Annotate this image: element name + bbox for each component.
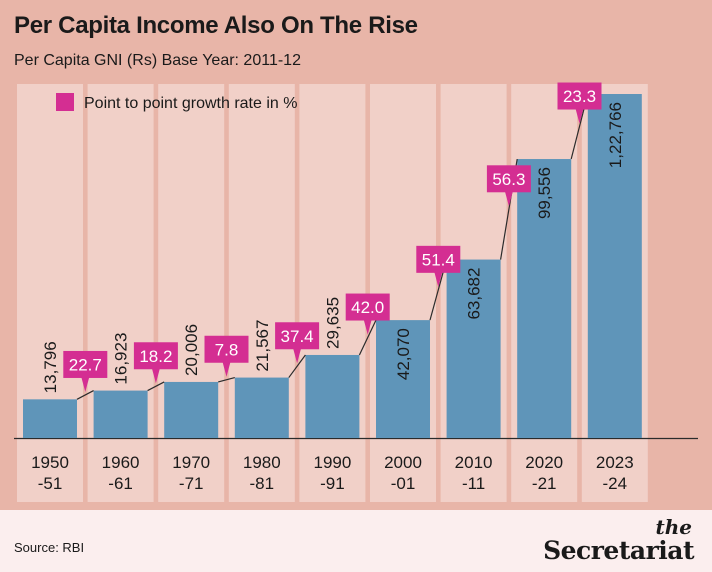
logo-the: the — [655, 515, 692, 539]
column-band — [17, 84, 83, 502]
x-tick-label-suffix: -21 — [532, 474, 557, 493]
growth-callout-box — [63, 350, 108, 378]
growth-callout-label: 42.0 — [351, 298, 384, 317]
bar-value-label: 99,556 — [535, 167, 554, 219]
x-tick-label-suffix: -71 — [179, 474, 204, 493]
bar-value-label: 29,635 — [323, 297, 342, 349]
x-tick-label-suffix: -51 — [38, 474, 63, 493]
column-band — [87, 84, 154, 502]
x-tick-label-year: 2020 — [525, 453, 563, 472]
column-band — [228, 84, 295, 502]
column-band — [158, 84, 225, 502]
bar — [517, 159, 572, 438]
x-tick-label-year: 1990 — [313, 453, 351, 472]
growth-callout-label: 56.3 — [492, 170, 525, 189]
growth-callout-box — [345, 293, 390, 321]
x-tick-label-suffix: -81 — [250, 474, 275, 493]
bar — [587, 94, 642, 438]
bar — [446, 259, 501, 438]
growth-callout-box — [416, 245, 461, 273]
growth-callout-label: 51.4 — [422, 250, 455, 269]
x-tick-label-year: 2023 — [596, 453, 634, 472]
x-tick-label-year: 1960 — [102, 453, 140, 472]
bar-chart: 13,796 16,923 20,006 21,567 29,635 42,070 63,6… — [14, 82, 698, 502]
x-tick-label-suffix: -01 — [391, 474, 416, 493]
growth-callout-pointer — [504, 191, 513, 207]
growth-callout-box — [557, 82, 602, 110]
trend-connector — [76, 390, 94, 400]
x-tick-label-suffix: -91 — [320, 474, 345, 493]
growth-callout-pointer — [222, 361, 231, 377]
bar — [23, 399, 77, 438]
chart-subtitle: Per Capita GNI (Rs) Base Year: 2011-12 — [14, 52, 301, 69]
bar-value-label: 20,006 — [182, 324, 201, 376]
trend-connector — [147, 381, 165, 392]
growth-callout-pointer — [293, 348, 302, 364]
growth-callout-pointer — [151, 368, 160, 384]
growth-callout-box — [204, 335, 249, 363]
x-tick-label-year: 2000 — [384, 453, 422, 472]
growth-callout-pointer — [434, 271, 443, 287]
growth-callout-box — [275, 322, 320, 350]
footer-bar — [0, 510, 712, 572]
x-tick-label-year: 1950 — [31, 453, 69, 472]
growth-callout-label: 7.8 — [215, 340, 239, 359]
brand-logo: the Secretariat — [543, 515, 694, 566]
growth-callout-label: 37.4 — [281, 327, 314, 346]
growth-callout-pointer — [81, 376, 90, 392]
source-note: Source: RBI — [14, 540, 85, 555]
column-band — [370, 84, 436, 502]
legend-label: Point to point growth rate in % — [84, 95, 297, 112]
bar — [305, 354, 360, 438]
x-tick-label-year: 1970 — [172, 453, 210, 472]
x-tick-label-suffix: -11 — [462, 474, 485, 493]
bar-value-label: 63,682 — [465, 268, 484, 320]
growth-callout-label: 22.7 — [69, 355, 102, 374]
x-tick-label-year: 2010 — [455, 453, 493, 472]
growth-callout-label: 23.3 — [563, 87, 596, 106]
bar-value-label: 42,070 — [394, 328, 413, 380]
chart-title: Per Capita Income Also On The Rise — [14, 12, 418, 39]
growth-callout-pointer — [363, 319, 372, 335]
trend-connector — [288, 354, 306, 378]
column-band — [299, 84, 366, 502]
bar-value-label: 21,567 — [253, 320, 272, 372]
x-tick-label-suffix: -61 — [108, 474, 133, 493]
trend-connector — [358, 319, 377, 356]
legend-swatch — [56, 93, 74, 111]
x-tick-label-year: 1980 — [243, 453, 281, 472]
trend-connector — [218, 376, 235, 383]
growth-callout-pointer — [575, 108, 584, 124]
growth-callout-box — [133, 342, 178, 370]
growth-callout-box — [486, 165, 531, 193]
bar — [234, 377, 289, 438]
bar — [164, 381, 219, 438]
bar-value-label: 1,22,766 — [606, 102, 625, 168]
bar — [376, 320, 430, 438]
logo-name: Secretariat — [543, 536, 694, 565]
x-tick-label-suffix: -24 — [603, 474, 628, 493]
bar-value-label: 16,923 — [112, 333, 131, 385]
bar-value-label: 13,796 — [41, 341, 60, 393]
bar — [93, 390, 148, 438]
growth-callout-label: 18.2 — [139, 347, 172, 366]
